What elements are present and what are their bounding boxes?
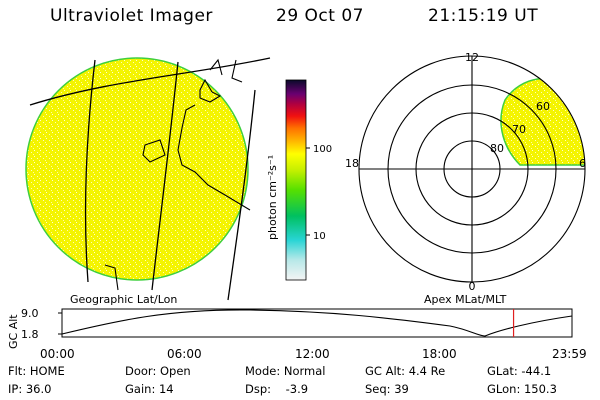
mode-status: Mode: Normal	[245, 364, 326, 378]
polar-grid	[358, 55, 586, 283]
mlt-label-12: 12	[465, 51, 479, 64]
glon-status: GLon: 150.3	[487, 382, 557, 396]
lat-label-80: 80	[490, 142, 504, 155]
time-tick-1800: 18:00	[422, 347, 457, 361]
time-tick-1200: 12:00	[295, 347, 330, 361]
alt-tick-1-8: 1.8	[21, 328, 39, 341]
geographic-caption: Geographic Lat/Lon	[70, 293, 177, 306]
polar-plot: 12 18 6 0 60 70 80	[345, 51, 586, 293]
time-label: 21:15:19 UT	[428, 6, 539, 26]
time-tick-2359: 23:59	[552, 347, 587, 361]
apex-caption: Apex MLat/MLT	[424, 293, 507, 306]
colorbar-tick-10: 10	[313, 231, 326, 242]
gain-status: Gain: 14	[125, 382, 174, 396]
polar-auroral-patch	[500, 78, 585, 166]
auroral-image-disk	[25, 57, 249, 281]
altitude-plot-frame	[61, 308, 573, 338]
altitude-plot: 9.0 1.8 GC Alt 00:00 06:00 12:00 18:00 2…	[7, 307, 587, 361]
lat-label-60: 60	[536, 100, 550, 113]
flight-status: Flt: HOME	[8, 364, 65, 378]
seq-status: Seq: 39	[365, 382, 409, 396]
latlon-grid	[29, 57, 271, 301]
ip-status: IP: 36.0	[8, 382, 52, 396]
time-tick-0600: 06:00	[167, 347, 202, 361]
mlt-label-0: 0	[469, 280, 476, 293]
glat-status: GLat: -44.1	[487, 364, 552, 378]
altitude-curve	[61, 309, 573, 337]
mlt-label-6: 6	[579, 157, 586, 170]
mlt-label-18: 18	[345, 157, 359, 170]
date-label: 29 Oct 07	[276, 6, 364, 26]
geographic-image-panel	[25, 57, 271, 301]
app-title: Ultraviolet Imager	[50, 6, 213, 26]
colorbar: 100 10 photon cm⁻²s⁻¹	[266, 79, 332, 281]
colorbar-gradient	[285, 79, 307, 281]
time-tick-0000: 00:00	[40, 347, 75, 361]
lat-label-70: 70	[512, 123, 526, 136]
colorbar-unit-label: photon cm⁻²s⁻¹	[266, 155, 279, 240]
coastline-outline	[104, 58, 251, 291]
colorbar-tick-100: 100	[313, 144, 332, 155]
alt-axis-label: GC Alt	[7, 314, 20, 349]
dsp-status: Dsp: -3.9	[245, 382, 309, 396]
alt-tick-9: 9.0	[21, 307, 39, 320]
door-status: Door: Open	[125, 364, 191, 378]
gc-alt-status: GC Alt: 4.4 Re	[365, 364, 446, 378]
